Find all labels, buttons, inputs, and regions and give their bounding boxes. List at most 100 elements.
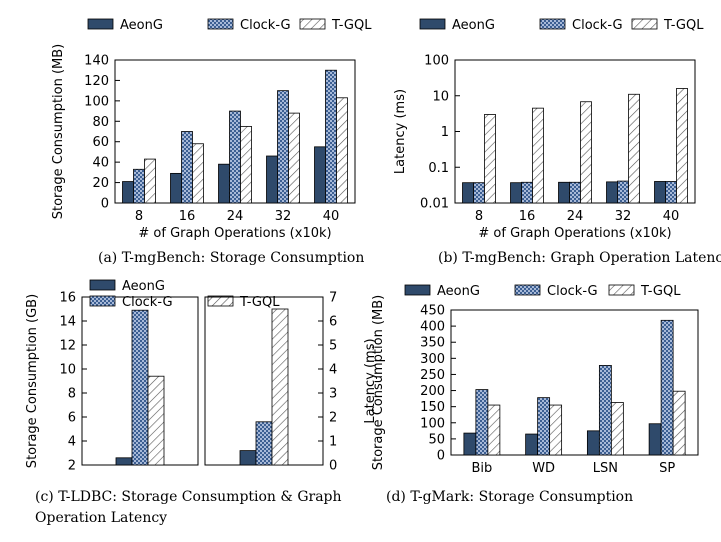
panel-a: 0 20 40 60 80 100 120 140 Storage Consumption (M…: [51, 18, 372, 241]
x-tick-label: SP: [659, 461, 675, 476]
bar-aeong-40: [314, 146, 326, 204]
legend-label-t-gql: T-GQL: [640, 284, 681, 299]
bar-t-gql-sp: [672, 390, 686, 456]
panel-b: 0.01 0.1 1 10 100 Latency (ms) # of Graph Oper…: [393, 18, 704, 241]
bar-aeong-16: [170, 172, 182, 204]
bar-clock-g-24: [229, 110, 241, 204]
legend-swatch-t-gql: [299, 18, 326, 30]
y-axis-label-b: Latency (ms): [393, 89, 408, 174]
bar-aeong-lsn: [586, 430, 600, 456]
y-tick-label: 4: [68, 435, 76, 450]
y-tick-label: 120: [84, 74, 109, 89]
caption-a: (a) T-mgBench: Storage Consumption: [98, 250, 364, 266]
legend-item-aeong: AeonG: [87, 18, 163, 33]
y-tick-label: 100: [420, 416, 445, 431]
legend-swatch-clock-g: [89, 295, 116, 307]
legend-item-clock-g: Clock-G: [207, 18, 291, 33]
y-tick-label: 300: [420, 352, 445, 367]
legend-label-aeong: AeonG: [437, 284, 480, 299]
bar-aeong: [239, 450, 257, 466]
plot-frame-d: [450, 309, 699, 456]
y-tick-label: 0.01: [420, 197, 449, 212]
y-tick-label: 100: [424, 54, 449, 69]
y-tick-label: 100: [84, 94, 109, 109]
bar-clock-g: [131, 309, 149, 466]
y-tick-label: 200: [420, 384, 445, 399]
bar-clock-g-sp: [660, 319, 674, 456]
legend-label-t-gql: T-GQL: [239, 295, 280, 310]
y-tick-label: 10: [432, 89, 449, 104]
bar-clock-g-16: [521, 181, 533, 204]
bar-clock-g-16: [181, 131, 193, 204]
bar-aeong-wd: [525, 433, 539, 456]
legend-swatch-t-gql: [631, 18, 658, 30]
bar-clock-g-40: [325, 69, 337, 204]
legend-swatch-aeong: [404, 284, 431, 296]
legend-item-aeong: AeonG: [419, 18, 495, 33]
bar-clock-g: [255, 421, 273, 466]
bar-t-gql-wd: [549, 404, 563, 456]
bar-t-gql-16: [192, 143, 204, 204]
bar-t-gql-40: [336, 97, 348, 204]
y-tick-label: 7: [329, 291, 337, 306]
y-tick-label: 150: [420, 400, 445, 415]
bar-clock-g-32: [277, 90, 289, 204]
y-tick-label: 450: [420, 304, 445, 319]
y-tick-label: 2: [68, 459, 76, 474]
bar-t-gql-8: [144, 158, 156, 204]
bar-t-gql-32: [628, 93, 640, 204]
bar-clock-g-wd: [537, 397, 551, 456]
y-tick-label: 40: [92, 156, 109, 171]
bar-aeong-bib: [463, 432, 477, 456]
y-tick-label: 12: [59, 339, 76, 354]
bar-aeong: [115, 457, 133, 466]
legend-swatch-clock-g: [514, 284, 541, 296]
y-tick-label: 20: [92, 176, 109, 191]
bar-aeong-32: [606, 181, 618, 204]
y-axis-label-c1: Storage Consumption (GB): [25, 294, 40, 468]
y-tick-label: 50: [428, 432, 445, 447]
bar-clock-g-bib: [475, 389, 489, 456]
x-tick-label: 32: [615, 209, 632, 224]
y-tick-label: 0: [329, 459, 337, 474]
legend-item-clock-g: Clock-G: [539, 18, 623, 33]
y-axis-label-d: Storage Consumption (MB): [371, 295, 386, 471]
legend-swatch-aeong: [89, 279, 116, 291]
y-tick-label: 0: [437, 449, 445, 464]
caption-b: (b) T-mgBench: Graph Operation Latency: [438, 250, 721, 266]
y-tick-label: 60: [92, 135, 109, 150]
panel-c-latency: 0 1 2 3 4 5 6 7 Latency (ms): [204, 291, 378, 474]
x-tick-label: 40: [323, 209, 340, 224]
legend-label-aeong: AeonG: [452, 18, 495, 33]
bar-t-gql-24: [240, 125, 252, 204]
x-tick-label: WD: [532, 461, 555, 476]
caption-c-line2: Operation Latency: [35, 510, 167, 526]
x-tick-label: 32: [275, 209, 292, 224]
x-tick-label: 24: [227, 209, 244, 224]
bar-aeong-24: [558, 181, 570, 204]
bar-aeong-32: [266, 155, 278, 204]
bar-aeong-40: [654, 181, 666, 204]
bar-t-gql: [147, 375, 165, 466]
legend-item-t-gql: T-GQL: [299, 18, 372, 33]
y-axis-label-c2: Latency (ms): [363, 338, 378, 423]
y-tick-label: 3: [329, 387, 337, 402]
bar-t-gql-lsn: [610, 402, 624, 456]
bar-clock-g-lsn: [598, 365, 612, 456]
bar-aeong-24: [218, 163, 230, 204]
x-tick-label: 16: [519, 209, 536, 224]
y-tick-label: 14: [59, 315, 76, 330]
y-tick-label: 1: [441, 125, 449, 140]
y-tick-label: 6: [329, 315, 337, 330]
legend-label-clock-g: Clock-G: [122, 295, 173, 310]
legend-swatch-clock-g: [539, 18, 566, 30]
bar-t-gql-24: [580, 101, 592, 204]
y-axis-label-a: Storage Consumption (MB): [51, 44, 66, 220]
x-tick-label: 8: [475, 209, 483, 224]
caption-c-line1: (c) T-LDBC: Storage Consumption & Graph: [35, 489, 342, 505]
legend-label-clock-g: Clock-G: [572, 18, 623, 33]
bar-clock-g-32: [617, 180, 629, 204]
legend-label-aeong: AeonG: [120, 18, 163, 33]
